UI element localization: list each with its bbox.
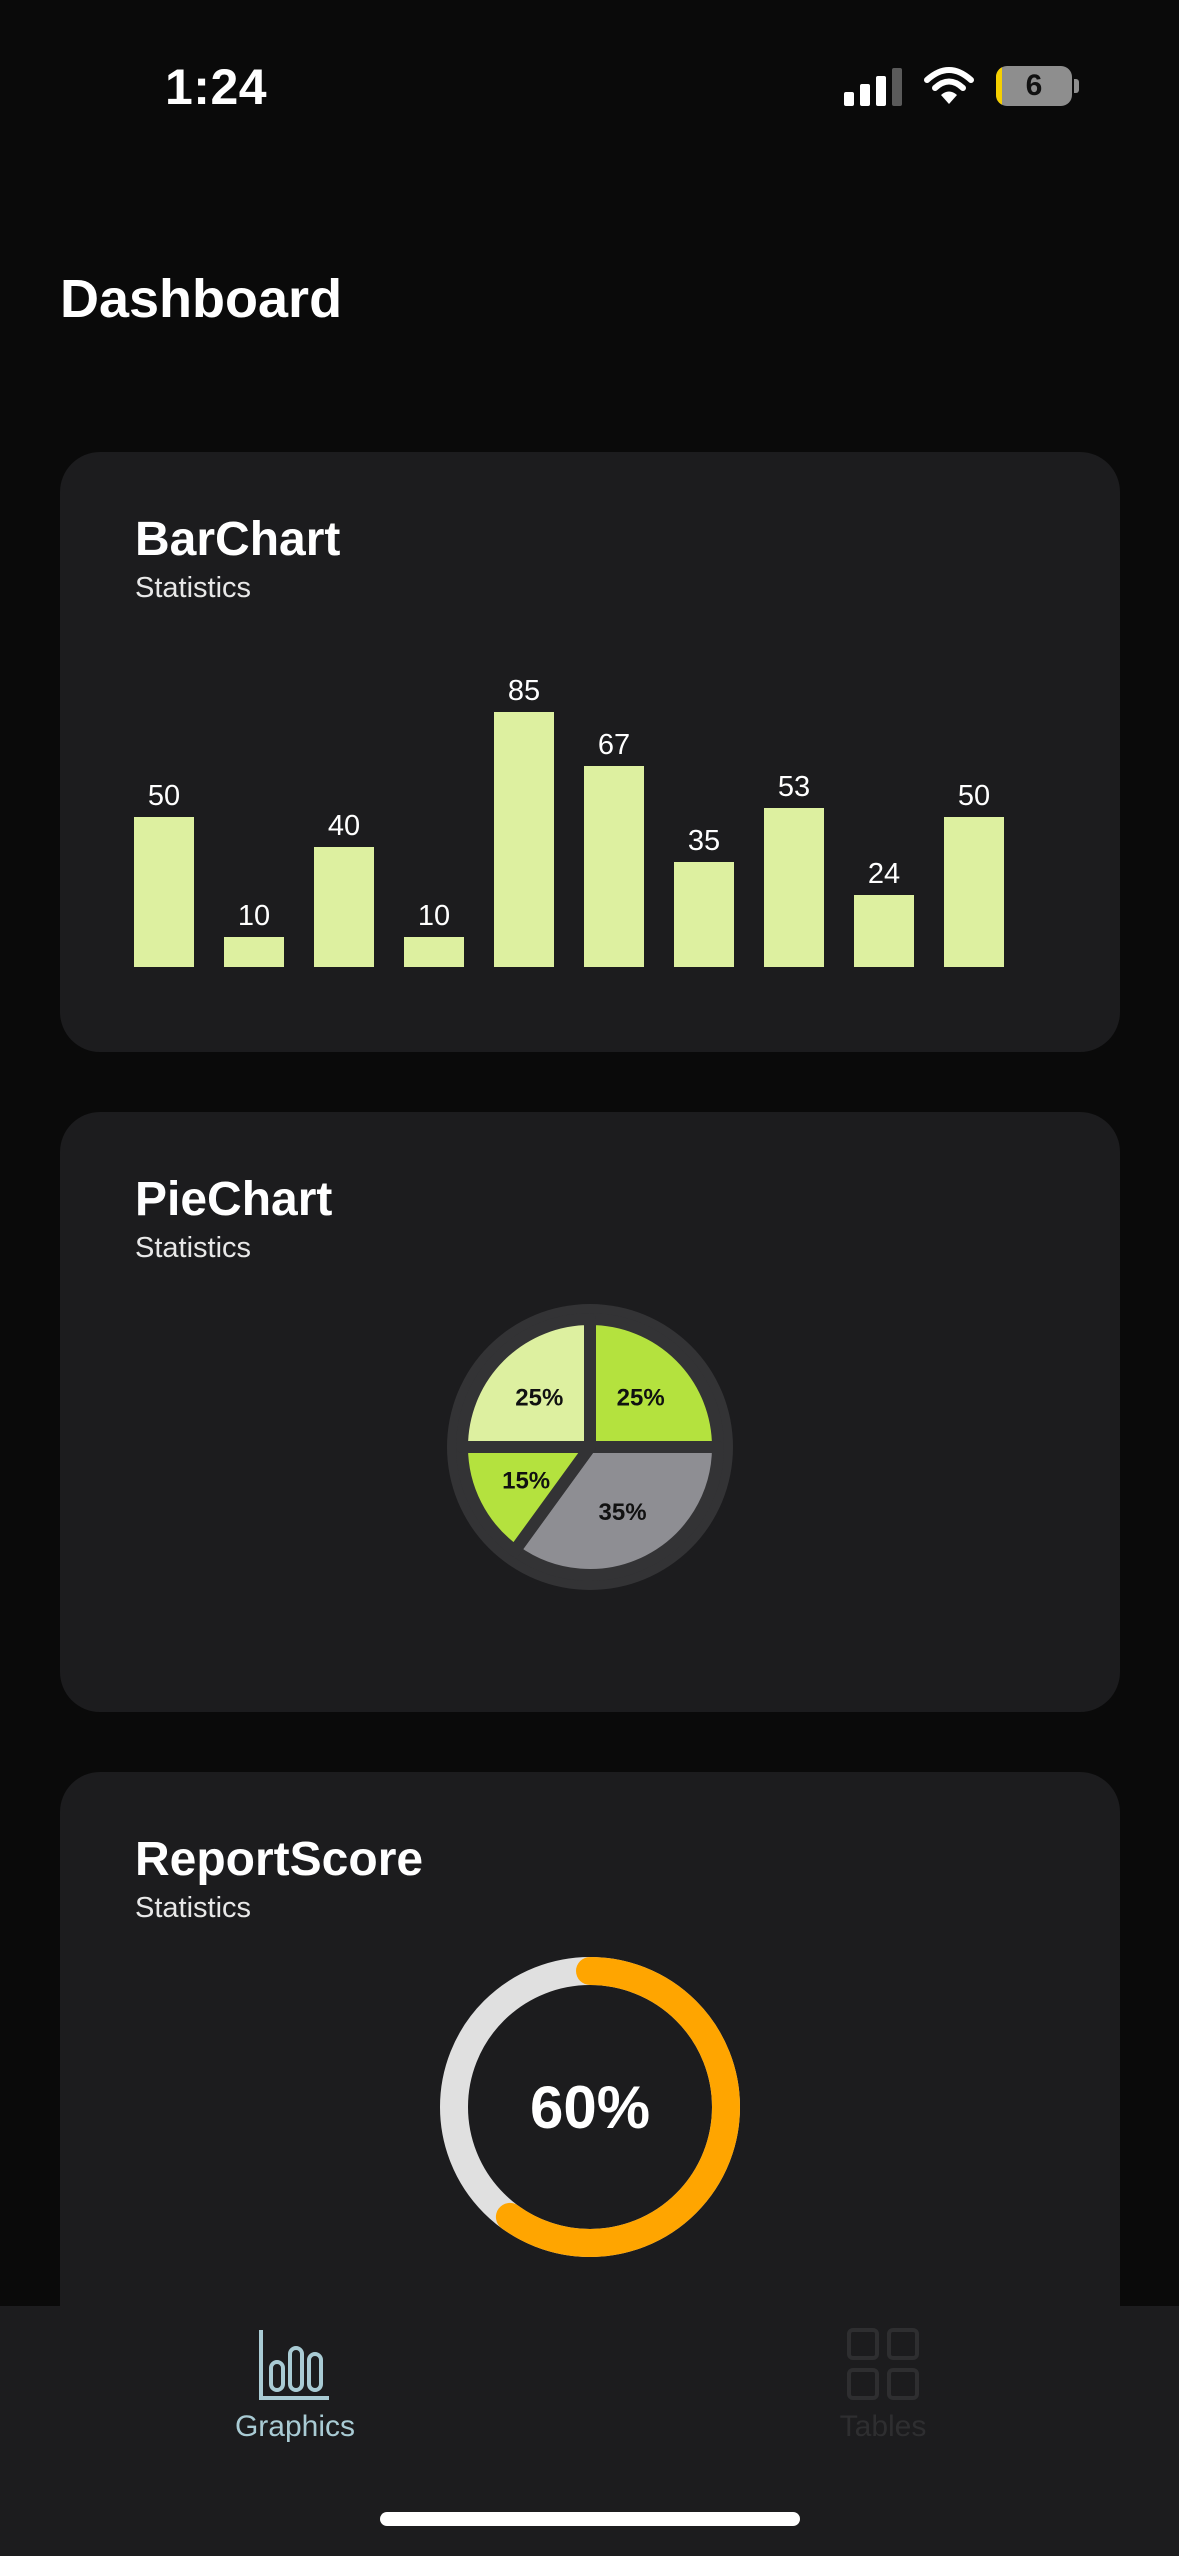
bar-value-label: 35 xyxy=(688,825,720,857)
bar-value-label: 85 xyxy=(508,675,540,707)
bar-value-label: 50 xyxy=(958,780,990,812)
cellular-signal-icon xyxy=(844,66,902,106)
pie-slice xyxy=(456,1313,596,1453)
bar xyxy=(494,712,554,967)
bar-chart: 50 10 40 10 85 67 35 53 24 50 xyxy=(134,675,1004,967)
report-score-title: ReportScore xyxy=(135,1833,424,1886)
grid-icon xyxy=(847,2328,919,2400)
pie-slice-label: 25% xyxy=(515,1384,563,1411)
bar-value-label: 10 xyxy=(418,900,450,932)
pie-chart-card: PieChart Statistics 25% 35% 15% 25% xyxy=(60,1112,1120,1712)
bar xyxy=(314,847,374,967)
score-ring-progress xyxy=(440,1957,740,2257)
bar-chart-card: BarChart Statistics 50 10 40 10 85 67 35 53 24 50 xyxy=(60,452,1120,1052)
pie-slice xyxy=(584,1313,724,1453)
bar-chart-icon xyxy=(259,2330,329,2400)
pie-slice-label: 25% xyxy=(617,1384,665,1411)
pie-chart-subtitle: Statistics xyxy=(135,1232,252,1264)
pie-slice xyxy=(456,1441,596,1557)
bar xyxy=(224,937,284,967)
bar xyxy=(764,808,824,967)
battery-cap xyxy=(1074,79,1079,93)
status-time: 1:24 xyxy=(165,59,268,115)
bar-value-label: 50 xyxy=(148,780,180,812)
bar-value-label: 67 xyxy=(598,729,630,761)
bar xyxy=(134,817,194,967)
bar xyxy=(674,862,734,967)
status-icons: 6 xyxy=(844,64,1079,108)
pie-slice xyxy=(508,1441,724,1581)
page-title: Dashboard xyxy=(60,269,343,329)
bar-value-label: 24 xyxy=(868,858,900,890)
wifi-icon xyxy=(924,67,974,104)
home-indicator[interactable] xyxy=(380,2512,800,2526)
bar xyxy=(854,895,914,967)
pie-slice-label: 35% xyxy=(599,1499,647,1526)
score-ring xyxy=(440,1957,740,2257)
bar-value-label: 10 xyxy=(238,900,270,932)
tab-tables[interactable]: Tables xyxy=(733,2326,1033,2444)
bar-value-label: 40 xyxy=(328,810,360,842)
battery-level: 6 xyxy=(1025,69,1043,102)
bar-chart-title: BarChart xyxy=(135,513,341,566)
pie-slice-label: 15% xyxy=(502,1468,550,1495)
bar-value-label: 53 xyxy=(778,771,810,803)
pie-chart-title: PieChart xyxy=(135,1173,333,1226)
report-score-subtitle: Statistics xyxy=(135,1892,252,1924)
tab-graphics-label: Graphics xyxy=(234,2410,356,2443)
bar-chart-subtitle: Statistics xyxy=(135,572,252,604)
bar xyxy=(404,937,464,967)
tab-graphics[interactable]: Graphics xyxy=(145,2326,445,2444)
score-value: 60% xyxy=(529,2073,651,2141)
tab-tables-label: Tables xyxy=(839,2410,927,2443)
bar xyxy=(944,817,1004,967)
bar xyxy=(584,766,644,967)
battery-icon: 6 xyxy=(996,66,1072,106)
pie-chart: 25% 35% 15% 25% xyxy=(447,1304,733,1590)
